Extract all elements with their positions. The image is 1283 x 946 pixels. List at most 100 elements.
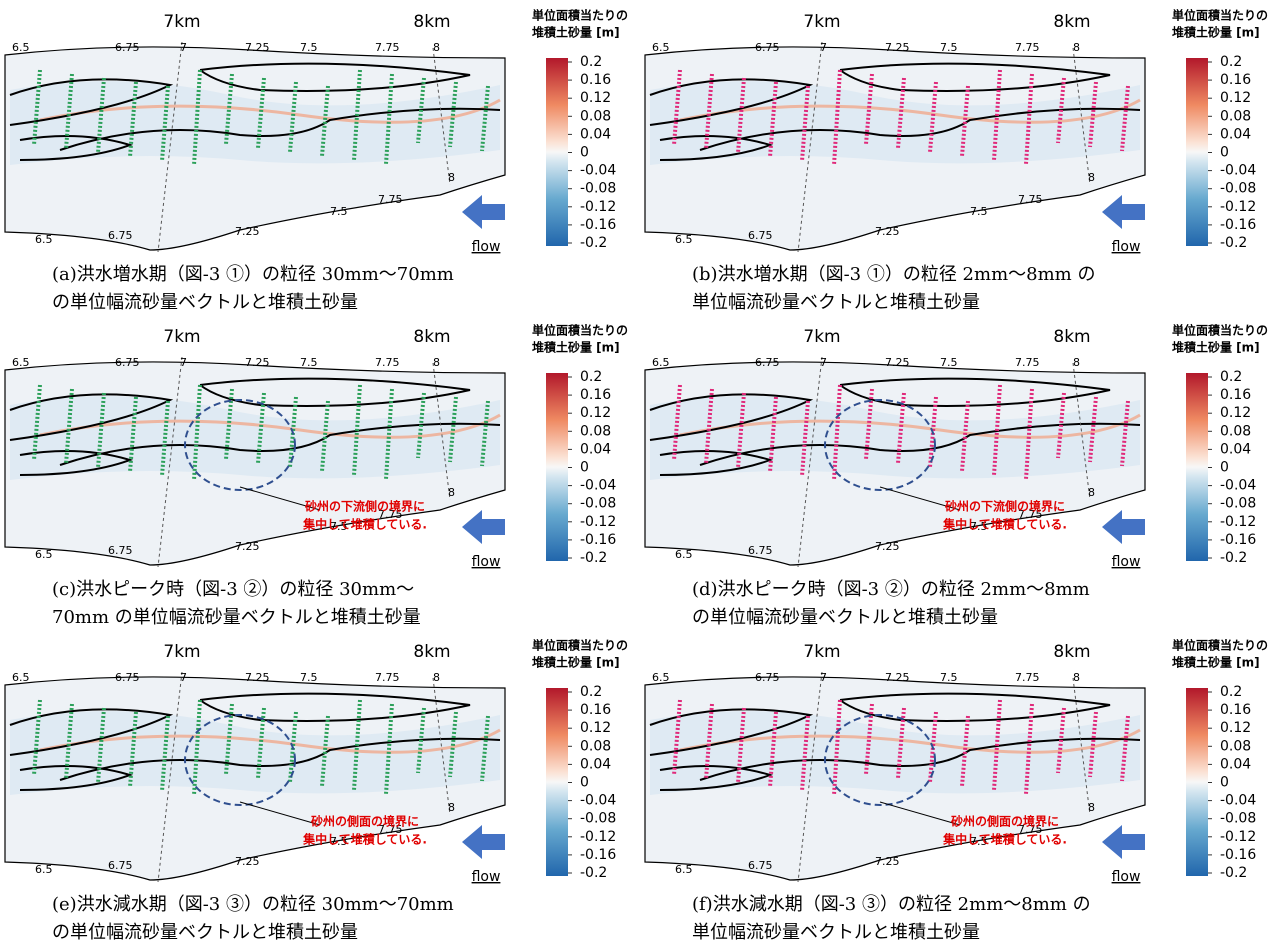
colorbar-tick-label: 0.16 — [1220, 387, 1251, 403]
station-label: 6.5 — [652, 41, 670, 54]
annotation: 砂州の下流側の境界に — [944, 499, 1065, 514]
station-label: 8 — [1088, 171, 1095, 184]
station-label: 6.5 — [12, 356, 30, 369]
station-label: 6.5 — [675, 863, 693, 876]
annotation: 砂州の側面の境界に — [310, 814, 419, 829]
station-label: 7.5 — [940, 671, 958, 684]
station-label: 8 — [448, 801, 455, 814]
colorbar-tick-label: -0.04 — [1220, 478, 1256, 494]
flow-label: flow — [1112, 239, 1141, 255]
panel: 6.56.7577.257.57.7586.56.757.257.57.7587… — [5, 638, 628, 944]
flow-arrow — [462, 195, 505, 229]
panel: 6.56.7577.257.57.7586.56.757.257.57.7587… — [5, 323, 628, 629]
colorbar-tick-label: 0.16 — [580, 702, 611, 718]
station-label: 7.5 — [300, 356, 318, 369]
annotation: 砂州の下流側の境界に — [304, 499, 425, 514]
panel: 6.56.7577.257.57.7586.56.757.257.57.7587… — [645, 8, 1268, 314]
station-label: 8 — [433, 356, 440, 369]
station-label: 6.5 — [35, 863, 53, 876]
km-label: 8km — [1053, 642, 1090, 662]
station-label: 7.75 — [1018, 193, 1043, 206]
colorbar-tick-label: 0.16 — [580, 72, 611, 88]
colorbar-tick-label: -0.04 — [580, 163, 616, 179]
colorbar-tick-label: 0 — [1220, 460, 1229, 476]
caption: の単位幅流砂量ベクトルと堆積土砂量 — [692, 607, 998, 628]
station-label: 6.75 — [748, 229, 773, 242]
station-label: 6.75 — [108, 859, 133, 872]
station-label: 8 — [448, 171, 455, 184]
km-label: 8km — [1053, 12, 1090, 32]
station-label: 7 — [180, 356, 187, 369]
caption: 70mm の単位幅流砂量ベクトルと堆積土砂量 — [52, 607, 421, 628]
station-label: 6.5 — [35, 548, 53, 561]
colorbar-tick-label: -0.12 — [580, 829, 616, 845]
colorbar-tick-label: 0.04 — [1220, 441, 1251, 457]
station-label: 7.5 — [940, 41, 958, 54]
km-label: 7km — [163, 642, 200, 662]
caption: (b)洪水増水期（図-3 ①）の粒径 2mm～8mm の — [692, 264, 1095, 285]
km-label: 7km — [163, 327, 200, 347]
station-label: 7.25 — [235, 540, 260, 553]
colorbar-tick-label: -0.08 — [580, 496, 616, 512]
station-label: 6.5 — [675, 233, 693, 246]
figure: 6.5 6.75 7 7.25 7.5 7.75 8 6.5 6.75 7.25 7.5 7.75 8 7… — [0, 0, 1283, 946]
km-label: 7km — [163, 12, 200, 32]
colorbar-tick-label: -0.16 — [1220, 217, 1256, 233]
station-label: 7.5 — [940, 356, 958, 369]
station-label: 7.5 — [300, 41, 318, 54]
caption: (e)洪水減水期（図-3 ③）の粒径 30mm～70mm — [52, 894, 454, 915]
caption: 単位幅流砂量ベクトルと堆積土砂量 — [692, 292, 980, 313]
station-label: 7.75 — [1015, 671, 1040, 684]
colorbar-title: 単位面積当たりの — [1172, 638, 1268, 653]
station-label: 7.25 — [235, 855, 260, 868]
colorbar-tick-label: -0.12 — [580, 199, 616, 215]
colorbar-tick-label: -0.12 — [580, 514, 616, 530]
flow-arrow — [1102, 510, 1145, 544]
colorbar-tick-label: 0.2 — [580, 54, 602, 70]
colorbar-tick-label: -0.16 — [580, 847, 616, 863]
km-label: 8km — [413, 642, 450, 662]
km-label: 8km — [413, 327, 450, 347]
colorbar-tick-label: 0.08 — [580, 738, 611, 754]
colorbar-tick-label: 0.12 — [1220, 90, 1251, 106]
station-label: 6.75 — [115, 671, 140, 684]
colorbar — [546, 373, 568, 561]
colorbar-tick-label: 0.12 — [580, 90, 611, 106]
colorbar-tick-label: 0.08 — [1220, 423, 1251, 439]
colorbar-title: 単位面積当たりの — [532, 323, 628, 338]
colorbar-title: 堆積土砂量 [m] — [1172, 25, 1260, 40]
station-label: 8 — [1073, 671, 1080, 684]
colorbar-title: 単位面積当たりの — [532, 638, 628, 653]
station-label: 7 — [180, 41, 187, 54]
colorbar-tick-label: -0.08 — [1220, 496, 1256, 512]
caption: の単位幅流砂量ベクトルと堆積土砂量 — [52, 922, 358, 943]
station-label: 6.75 — [115, 41, 140, 54]
colorbar-tick-label: -0.08 — [580, 181, 616, 197]
station-label: 7.5 — [970, 205, 988, 218]
colorbar-tick-label: -0.12 — [1220, 829, 1256, 845]
colorbar-tick-label: -0.2 — [580, 865, 607, 881]
colorbar-tick-label: 0.04 — [1220, 756, 1251, 772]
colorbar-tick-label: 0.16 — [1220, 702, 1251, 718]
colorbar — [546, 688, 568, 876]
station-label: 7.75 — [375, 356, 400, 369]
station-label: 6.5 — [12, 671, 30, 684]
colorbar-title: 単位面積当たりの — [532, 8, 628, 23]
station-label: 6.75 — [748, 544, 773, 557]
colorbar-title: 単位面積当たりの — [1172, 323, 1268, 338]
colorbar-title: 堆積土砂量 [m] — [1172, 655, 1260, 670]
colorbar-tick-label: 0.08 — [580, 108, 611, 124]
station-label: 7.75 — [378, 193, 403, 206]
station-label: 7 — [180, 671, 187, 684]
station-label: 8 — [1088, 486, 1095, 499]
station-label: 8 — [433, 671, 440, 684]
station-label: 6.75 — [755, 356, 780, 369]
station-label: 6.75 — [755, 671, 780, 684]
station-label: 8 — [448, 486, 455, 499]
station-label: 6.75 — [108, 229, 133, 242]
flow-label: flow — [472, 239, 501, 255]
km-label: 7km — [803, 327, 840, 347]
colorbar-tick-label: 0.04 — [1220, 126, 1251, 142]
annotation: 集中して堆積している. — [302, 832, 427, 847]
colorbar-tick-label: -0.04 — [1220, 163, 1256, 179]
